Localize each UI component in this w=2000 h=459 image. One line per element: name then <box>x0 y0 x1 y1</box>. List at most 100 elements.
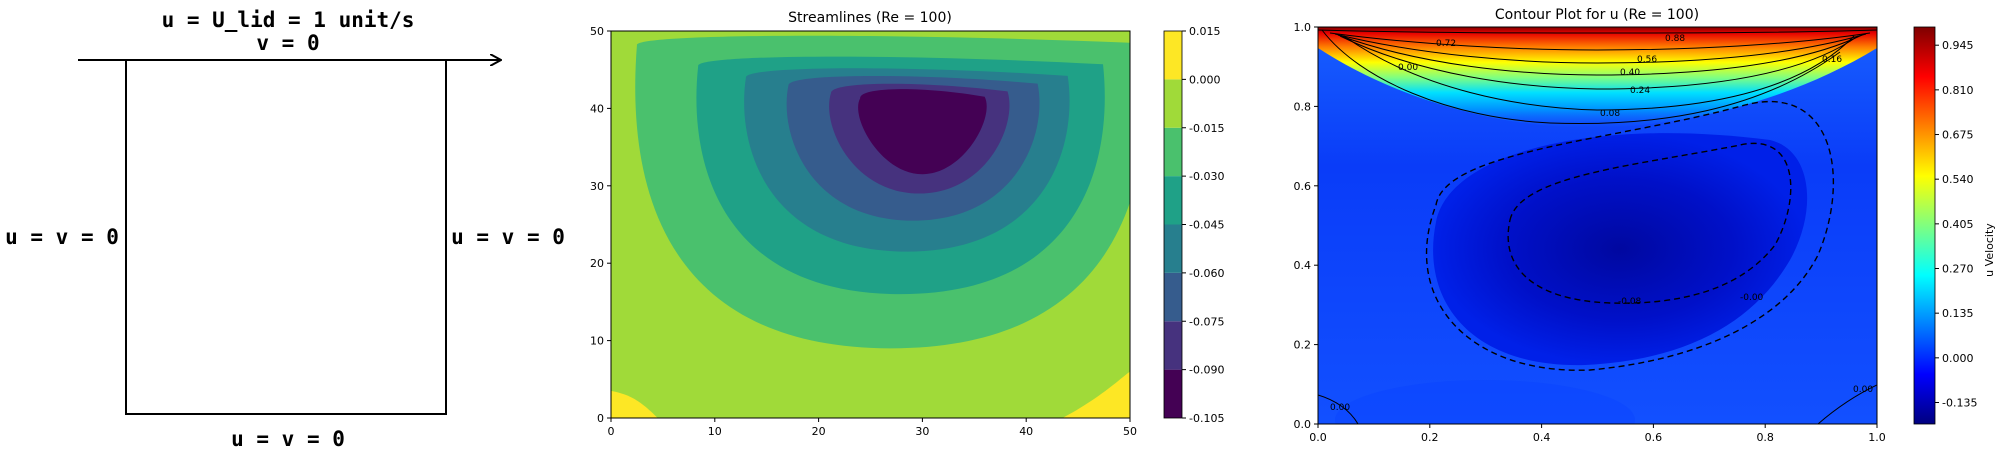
u-corner-contour <box>1318 394 1359 424</box>
u-zero-contour <box>1425 100 1835 371</box>
x-tick-label: 0.6 <box>1645 431 1663 444</box>
right-wall-label: u = v = 0 <box>451 225 565 249</box>
streamlines-contour-fill <box>611 31 1130 418</box>
colorbar-band <box>1164 224 1182 273</box>
contour-label: 0.00 <box>1330 403 1350 413</box>
x-tick-label: 10 <box>708 425 722 438</box>
colorbar-tick-label: -0.135 <box>1942 396 1977 409</box>
x-tick-label: 40 <box>1019 425 1033 438</box>
y-tick-label: 20 <box>590 257 604 270</box>
lid-velocity-label: u = U_lid = 1 unit/s <box>162 8 415 32</box>
u-negative-contour <box>1507 142 1792 304</box>
colorbar-tick-label: 0.405 <box>1942 218 1974 231</box>
colorbar-band <box>1164 31 1182 80</box>
y-tick-label: 0.8 <box>1294 100 1312 113</box>
colorbar-tick-label: -0.060 <box>1189 267 1224 280</box>
contour-label: -0.08 <box>1618 297 1642 307</box>
u-contour-labels: 0.88 0.72 0.56 0.40 0.24 0.08 0.00 -0.08… <box>1330 34 1873 413</box>
stream-band-corner <box>611 390 658 418</box>
x-tick-label: 0.2 <box>1421 431 1439 444</box>
contour-label: 0.88 <box>1665 34 1685 44</box>
y-tick-label: 0.2 <box>1294 339 1312 352</box>
y-tick-label: 1.0 <box>1294 21 1312 34</box>
cavity-box <box>125 59 447 415</box>
x-tick-label: 50 <box>1123 425 1137 438</box>
colorbar-tick-label: 0.810 <box>1942 84 1974 97</box>
u-contour-title: Contour Plot for u (Re = 100) <box>1495 7 1699 23</box>
streamlines-y-axis: 0 10 20 30 40 50 <box>590 25 611 425</box>
contour-label: 0.56 <box>1637 55 1657 65</box>
u-negative-core <box>1433 133 1808 366</box>
u-contour-x-axis: 0.0 0.2 0.4 0.6 0.8 1.0 <box>1309 424 1886 444</box>
colorbar-band <box>1164 272 1182 322</box>
x-tick-label: 0 <box>608 425 615 438</box>
colorbar-band <box>1164 127 1182 177</box>
u-contour-line <box>1329 32 1871 51</box>
colorbar-tick-label: 0.000 <box>1189 73 1221 86</box>
contour-label: -0.00 <box>1740 293 1764 303</box>
contour-label: 0.00 <box>1398 63 1418 73</box>
streamlines-x-axis: 0 10 20 30 40 50 <box>608 418 1137 438</box>
y-tick-label: 30 <box>590 180 604 193</box>
colorbar-band <box>1164 79 1182 128</box>
y-tick-label: 50 <box>590 25 604 38</box>
x-tick-label: 1.0 <box>1868 431 1886 444</box>
left-wall-label: u = v = 0 <box>5 225 119 249</box>
bottom-wall-label: u = v = 0 <box>231 427 345 451</box>
colorbar-band <box>1164 369 1182 418</box>
colorbar-tick-label: -0.045 <box>1189 219 1224 232</box>
contour-label: 0.72 <box>1436 39 1456 49</box>
u-contour-line <box>1334 33 1867 64</box>
colorbar-band <box>1164 321 1182 370</box>
u-bottom-band <box>1335 380 1635 424</box>
contour-label: 0.40 <box>1620 68 1640 78</box>
streamlines-plot-frame <box>610 30 1131 419</box>
colorbar-tick-label: -0.105 <box>1189 412 1224 425</box>
colorbar-band <box>1164 176 1182 225</box>
u-colorbar-gradient <box>1913 26 1936 425</box>
x-tick-label: 0.0 <box>1309 431 1327 444</box>
colorbar-tick-label: -0.075 <box>1189 315 1224 328</box>
u-contour-y-axis: 0.0 0.2 0.4 0.6 0.8 1.0 <box>1294 21 1318 431</box>
u-corner-contour <box>1817 384 1877 424</box>
u-contour-chart: Contour Plot for u (Re = 100) 0.88 <box>1294 7 1997 444</box>
u-contour-colorbar: -0.135 0.000 0.135 0.270 0.405 0.540 0.675 0.81… <box>1913 26 1977 425</box>
u-contour-line <box>1337 34 1863 76</box>
u-contour-field <box>1318 27 1877 424</box>
x-tick-label: 0.8 <box>1756 431 1774 444</box>
u-contour-line <box>1321 29 1841 125</box>
lid-v-label: v = 0 <box>256 31 319 55</box>
contour-label: 0.08 <box>1600 109 1620 119</box>
colorbar-tick-label: 0.945 <box>1942 39 1974 52</box>
x-tick-label: 30 <box>915 425 929 438</box>
stream-band-corner <box>1062 371 1130 418</box>
contour-label: 0.16 <box>1822 55 1842 65</box>
y-tick-label: 0.4 <box>1294 259 1312 272</box>
colorbar-tick-label: 0.015 <box>1189 25 1221 38</box>
u-contour-line <box>1343 35 1855 111</box>
y-tick-label: 0.0 <box>1294 418 1312 431</box>
streamlines-chart: Streamlines (Re = 100) 0 10 20 30 40 50 0 10 20… <box>590 10 1224 438</box>
x-tick-label: 20 <box>812 425 826 438</box>
colorbar-tick-label: -0.090 <box>1189 364 1224 377</box>
u-contour-line <box>1339 35 1859 90</box>
u-contour-plot-frame <box>1317 26 1878 425</box>
stream-band-level-0 <box>858 89 987 175</box>
u-contour-line <box>1318 29 1877 34</box>
y-tick-label: 0.6 <box>1294 180 1312 193</box>
y-tick-label: 40 <box>590 102 604 115</box>
y-tick-label: 0 <box>597 412 604 425</box>
u-colorbar-label: u Velocity <box>1983 223 1996 277</box>
colorbar-tick-label: 0.000 <box>1942 352 1974 365</box>
cavity-diagram: u = U_lid = 1 unit/s v = 0 u = v = 0 u =… <box>5 8 565 451</box>
colorbar-tick-label: 0.540 <box>1942 173 1974 186</box>
streamlines-colorbar: -0.105 -0.090 -0.075 -0.060 -0.045 -0.030 -0.0… <box>1163 25 1224 425</box>
colorbar-tick-label: -0.030 <box>1189 170 1224 183</box>
x-tick-label: 0.4 <box>1533 431 1551 444</box>
colorbar-tick-label: 0.270 <box>1942 263 1974 276</box>
colorbar-tick-label: -0.015 <box>1189 122 1224 135</box>
colorbar-tick-label: 0.675 <box>1942 129 1974 142</box>
colorbar-tick-label: 0.135 <box>1942 307 1974 320</box>
y-tick-label: 10 <box>590 335 604 348</box>
